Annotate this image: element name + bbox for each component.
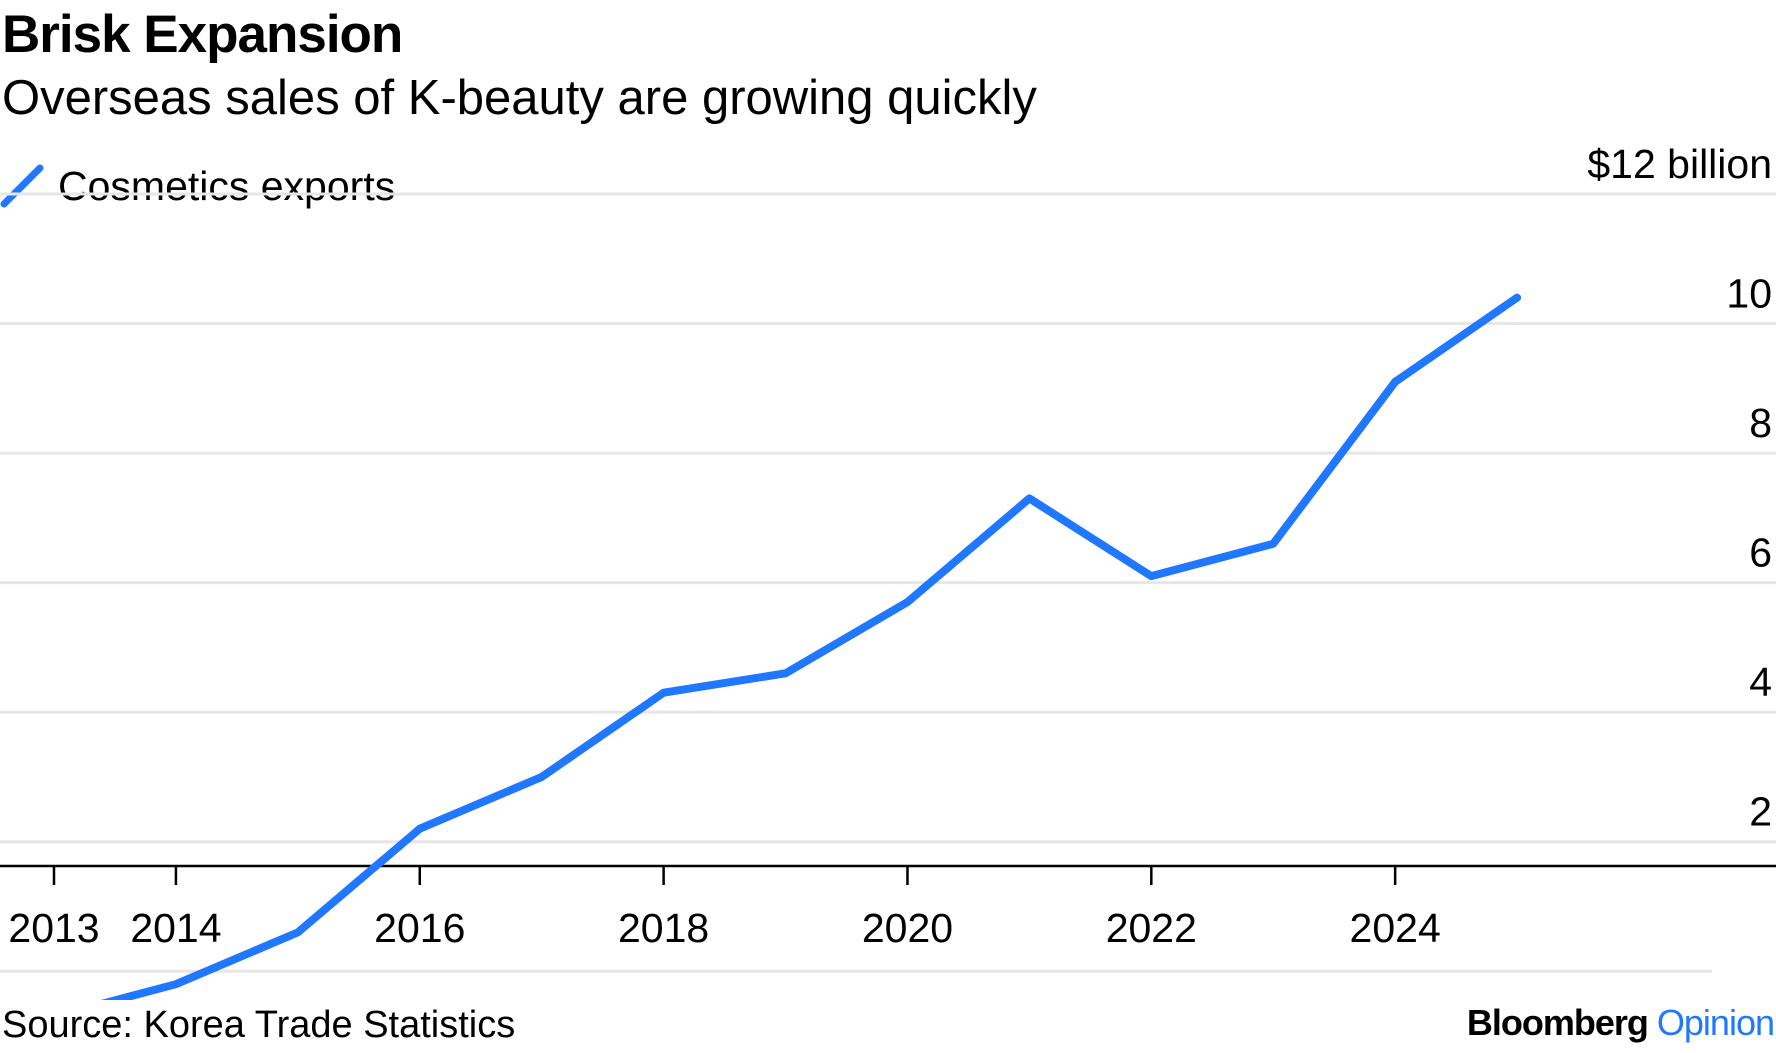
axis-labels: 2 4 6 8 10 $12 billion 2013 2014 2016 2018 2020 202… [8,141,1772,951]
legend-label: Cosmetics exports [58,163,396,209]
y-tick-label: 4 [1749,659,1772,705]
data-point-2014 [175,983,177,985]
x-axis [0,864,1776,885]
x-tick-label: 2014 [130,905,221,951]
data-point-2022 [1150,575,1152,577]
data-point-2020 [906,601,908,603]
y-tick-label: 10 [1726,271,1772,317]
y-tick-label: 8 [1749,400,1772,446]
x-tick-label: 2024 [1350,905,1441,951]
data-point-2019 [785,672,787,674]
data-point-2015 [297,931,299,933]
x-tick-label: 2020 [862,905,953,951]
y-unit-label: $12 billion [1587,141,1772,187]
x-tick-label: 2022 [1106,905,1197,951]
x-tick-label: 2016 [374,905,465,951]
legend: Cosmetics exports [0,158,395,214]
data-point-2025 [1516,297,1518,299]
y-tick-label: 6 [1749,530,1772,576]
brand-name: Bloomberg [1466,1002,1649,1043]
legend-line-swatch [0,164,44,208]
x-tick-label: 2018 [618,905,709,951]
chart-subtitle: Overseas sales of K-beauty are growing q… [2,71,1037,125]
data-point-2021 [1028,497,1030,499]
x-tick-label: 2013 [8,905,99,951]
data-point-2018 [663,692,665,694]
brand-accent: Opinion [1656,1002,1775,1043]
series-line-cosmetics-exports [100,293,1522,1000]
data-point-2016 [419,828,421,830]
grid-lines [0,192,1776,973]
data-point-2023 [1272,543,1274,545]
data-point-2017 [541,776,543,778]
brand-logo: Bloomberg Opinion [1466,998,1775,1048]
source-note: Source: Korea Trade Statistics [2,1004,516,1046]
y-tick-label: 2 [1749,789,1772,835]
data-point-2024 [1394,381,1396,383]
series-layer [100,293,1522,1000]
chart-title: Brisk Expansion [2,5,403,64]
line-chart: 2 4 6 8 10 $12 billion 2013 2014 2016 2018 2020 202… [0,141,1776,1000]
